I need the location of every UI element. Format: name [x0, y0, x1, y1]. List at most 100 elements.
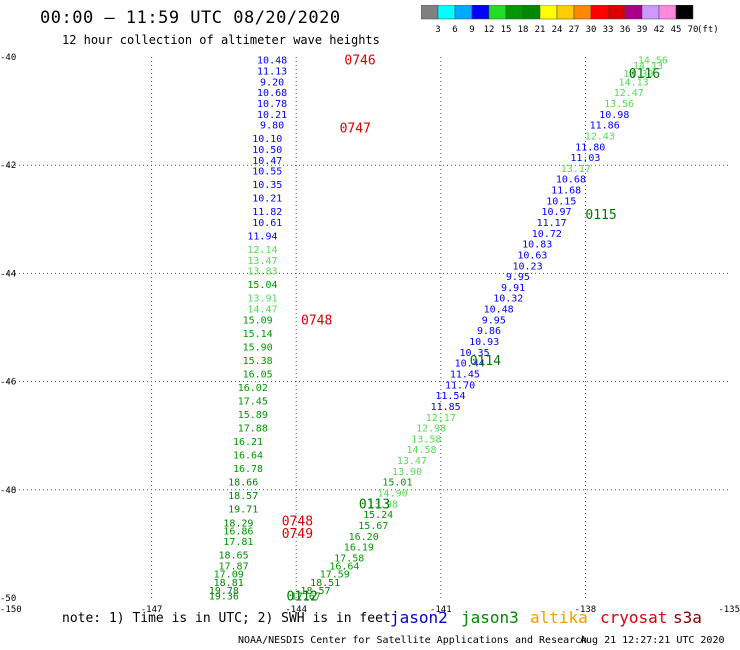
track-time-label: 0114 [470, 354, 501, 369]
data-point-label: 13.47 [247, 256, 277, 267]
colorbar-label: 33 [603, 25, 614, 35]
data-point-label: 14.58 [406, 445, 436, 456]
data-point-label: 13.98 [368, 499, 398, 510]
data-point-label: 11.80 [575, 142, 605, 153]
colorbar-label: 42 [654, 25, 665, 35]
data-point-label: 18.65 [218, 551, 248, 562]
data-point-label: 15.14 [243, 329, 273, 340]
data-point-label: 15.67 [358, 521, 388, 532]
data-point-label: 15.90 [243, 342, 273, 353]
data-point-label: 13.47 [397, 456, 427, 467]
data-point-label: 15.89 [238, 410, 268, 421]
data-point-label: 15.24 [363, 510, 393, 521]
colorbar-label: 21 [535, 25, 546, 35]
y-tick-label: -48 [0, 486, 16, 496]
data-point-label: 10.23 [513, 261, 543, 272]
x-tick-label: -141 [430, 605, 452, 615]
data-point-label: 12.43 [585, 131, 615, 142]
data-point-label: 17.88 [238, 424, 268, 435]
data-point-label: 10.21 [257, 110, 287, 121]
data-point-label: 11.54 [435, 391, 465, 402]
data-point-label: 10.78 [257, 99, 287, 110]
y-tick-label: -46 [0, 378, 16, 388]
data-point-label: 10.98 [599, 110, 629, 121]
track-time-label: 0748 [282, 515, 313, 530]
track-time-label: 0115 [585, 208, 616, 223]
data-point-label: 9.80 [260, 121, 284, 132]
footer-credit: NOAA/NESDIS Center for Satellite Applica… [238, 635, 588, 646]
chart-subtitle: 12 hour collection of altimeter wave hei… [62, 33, 380, 47]
colorbar-label: 45 [671, 25, 682, 35]
data-point-label: 19.36 [209, 591, 239, 602]
colorbar-label: 3 [435, 25, 440, 35]
data-point-label: 15.38 [243, 356, 273, 367]
data-point-label: 17.58 [334, 553, 364, 564]
data-point-label: 10.48 [484, 305, 514, 316]
colorbar-label: 27 [569, 25, 580, 35]
data-point-label: 13.91 [247, 294, 277, 305]
data-point-label: 14.39 [623, 69, 653, 80]
colorbar-unit: (ft) [697, 25, 719, 35]
data-point-label: 18.51 [310, 578, 340, 589]
data-point-label: 10.72 [532, 229, 562, 240]
data-point-label: 18.81 [214, 578, 244, 589]
data-point-label: 18.66 [228, 478, 258, 489]
data-point-label: 16.20 [349, 532, 379, 543]
colorbar-label: 12 [484, 25, 495, 35]
data-point-label: 11.03 [570, 153, 600, 164]
x-tick-label: -138 [575, 605, 597, 615]
data-point-label: 13.83 [247, 267, 277, 278]
data-point-label: 10.68 [257, 88, 287, 99]
data-point-label: 11.94 [247, 232, 277, 243]
data-point-label: 14.56 [638, 56, 668, 67]
data-point-label: 9.95 [482, 315, 506, 326]
data-point-label: 9.91 [501, 283, 525, 294]
data-point-label: 17.67 [291, 591, 321, 602]
data-point-label: 13.56 [604, 99, 634, 110]
data-point-label: 16.64 [233, 451, 263, 462]
data-point-label: 12.98 [416, 424, 446, 435]
track-time-label: 0747 [340, 121, 371, 136]
data-point-label: 10.21 [252, 194, 282, 205]
data-point-label: 9.95 [506, 272, 530, 283]
data-point-label: 9.20 [260, 77, 284, 88]
data-point-label: 14.90 [378, 489, 408, 500]
data-point-label: 13.58 [411, 434, 441, 445]
data-point-label: 11.45 [450, 369, 480, 380]
data-point-label: 10.83 [522, 240, 552, 251]
data-point-label: 16.64 [329, 562, 359, 573]
colorbar-label: 39 [637, 25, 648, 35]
data-point-label: 13.90 [392, 467, 422, 478]
data-point-label: 10.93 [469, 337, 499, 348]
data-point-label: 11.82 [252, 207, 282, 218]
data-point-label: 15.04 [247, 280, 277, 291]
data-point-label: 11.13 [257, 67, 287, 78]
x-tick-label: -135 [718, 605, 740, 615]
data-point-label: 12.17 [426, 413, 456, 424]
satellite-cryosat: cryosat [600, 608, 668, 627]
data-point-label: 17.81 [223, 537, 253, 548]
y-tick-label: -42 [0, 161, 16, 171]
data-point-label: 12.47 [614, 88, 644, 99]
data-point-label: 11.85 [431, 402, 461, 413]
track-time-label: 0748 [301, 313, 332, 328]
data-point-label: 18.29 [223, 518, 253, 529]
data-point-label: 16.86 [223, 526, 253, 537]
colorbar-label: 30 [586, 25, 597, 35]
data-point-label: 10.48 [257, 56, 287, 67]
colorbar-label: 24 [552, 25, 563, 35]
track-time-label: 0116 [629, 67, 660, 82]
track-time-label: 0746 [344, 54, 375, 69]
y-tick-label: -50 [0, 594, 16, 604]
data-point-label: 11.70 [445, 380, 475, 391]
data-point-label: 16.78 [233, 464, 263, 475]
data-point-label: 17.45 [238, 397, 268, 408]
data-point-label: 17.87 [218, 562, 248, 573]
colorbar-label: 18 [518, 25, 529, 35]
data-point-label: 15.01 [382, 478, 412, 489]
data-point-label: 10.15 [546, 196, 576, 207]
data-point-label: 16.21 [233, 437, 263, 448]
y-tick-label: -40 [0, 53, 16, 63]
colorbar-label: 36 [620, 25, 631, 35]
